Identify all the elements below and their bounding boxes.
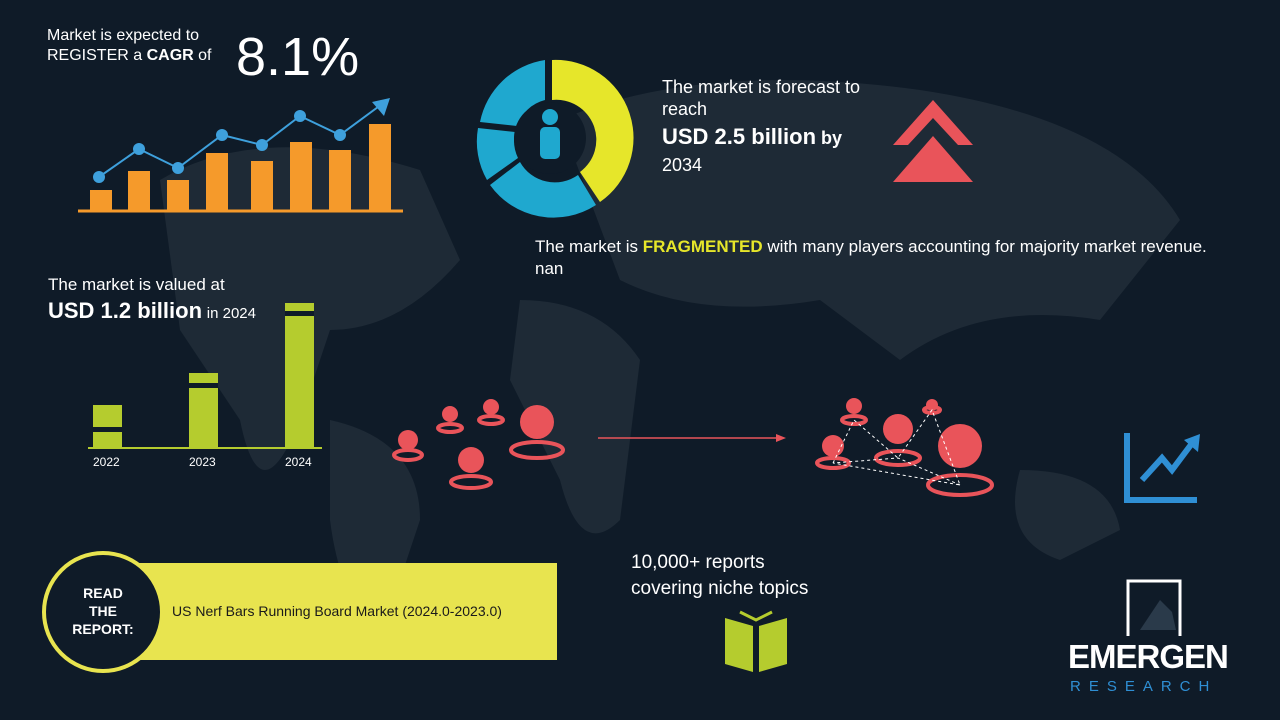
pin-links xyxy=(832,408,961,486)
valued-text: The market is valued at USD 1.2 billion … xyxy=(48,274,256,326)
read-label[interactable]: READ THE REPORT: xyxy=(54,584,152,638)
report-banner xyxy=(95,563,557,660)
fragmented-text: The market is FRAGMENTED with many playe… xyxy=(535,236,1215,280)
forecast-by: by xyxy=(821,128,843,148)
year-label: 2023 xyxy=(189,455,216,469)
trend-icon xyxy=(1124,433,1200,503)
book-icon xyxy=(725,610,787,672)
value-bars xyxy=(88,303,322,449)
growth-chart-icon xyxy=(78,98,403,213)
up-chevrons xyxy=(893,100,973,182)
fragmented-suffix: with many players accounting for majorit… xyxy=(535,237,1207,278)
forecast-year: 2034 xyxy=(662,155,703,175)
cagr-value: 8.1% xyxy=(236,27,360,87)
valued-lead: The market is valued at xyxy=(48,275,225,294)
world-map xyxy=(160,80,1180,640)
report-badge xyxy=(42,551,164,673)
cagr-lead: Market is expected to xyxy=(47,27,200,44)
forecast-lead: The market is forecast to reach xyxy=(662,77,861,119)
logo-name: EMERGEN xyxy=(1068,638,1229,675)
pin-heads xyxy=(398,398,982,473)
cagr-prefix: REGISTER a xyxy=(47,47,143,64)
reports-line: covering niche topics xyxy=(631,578,809,599)
reports-text: 10,000+ reports covering niche topics xyxy=(631,550,808,602)
year-label: 2024 xyxy=(285,455,312,469)
reports-line: 10,000+ reports xyxy=(631,552,765,573)
forecast-amount: USD 2.5 billion xyxy=(662,124,817,149)
cagr-text: Market is expected to REGISTER a CAGR of xyxy=(47,26,212,66)
arrow-head xyxy=(776,434,786,442)
valued-suffix: in 2024 xyxy=(206,305,256,322)
report-title[interactable]: US Nerf Bars Running Board Market (2024.… xyxy=(172,603,502,619)
fragmented-prefix: The market is xyxy=(535,237,638,256)
cagr-suffix: of xyxy=(198,47,212,64)
forecast-text: The market is forecast to reach USD 2.5 … xyxy=(662,76,902,176)
cagr-bold: CAGR xyxy=(146,47,194,64)
year-label: 2022 xyxy=(93,455,120,469)
read-line: THE xyxy=(89,603,117,619)
valued-amount: USD 1.2 billion xyxy=(48,298,203,323)
read-line: READ xyxy=(83,585,123,601)
logo-tagline: RESEARCH xyxy=(1070,678,1218,695)
read-line: REPORT: xyxy=(72,621,134,637)
donut-icon xyxy=(476,59,634,218)
map-pins xyxy=(392,405,994,497)
fragmented-highlight: FRAGMENTED xyxy=(642,237,763,256)
logo-mark xyxy=(1126,579,1182,636)
